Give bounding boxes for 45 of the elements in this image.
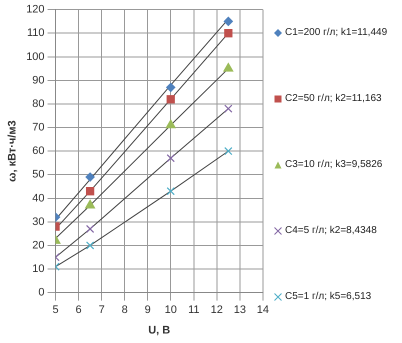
point (166, 187, 175, 196)
y-tick-label: 60 (32, 145, 45, 158)
point (224, 29, 232, 38)
y-tick-label: 10 (32, 263, 45, 276)
point (86, 241, 94, 250)
x-tick-label: 13 (234, 304, 246, 316)
y-tick-label: 90 (32, 74, 45, 86)
x-tick-label: 8 (122, 304, 128, 316)
x-tick-label: 11 (188, 304, 200, 316)
legend-label: C5=1 г/л; k5=6,513 (285, 291, 372, 302)
point (224, 104, 232, 113)
x-tick-label: 5 (52, 304, 59, 316)
x-tick-label: 10 (164, 304, 177, 316)
point (224, 146, 232, 156)
x-tick-label: 6 (76, 304, 82, 316)
x-tick-label: 9 (144, 304, 151, 316)
y-tick-label: 110 (27, 27, 45, 40)
legend-label: C1=200 г/л; k1=11,449 (285, 27, 388, 38)
point (166, 154, 175, 162)
point (166, 120, 176, 128)
point (85, 200, 96, 208)
y-tick-label: 100 (26, 50, 45, 63)
y-axis-title: ω, кВт·ч/м3 (6, 120, 19, 182)
point (166, 95, 175, 104)
point (166, 82, 176, 92)
legend-label: C4=5 г/л; k2=8,4348 (285, 225, 377, 236)
point (223, 62, 234, 72)
y-tick-label: 40 (32, 192, 45, 204)
y-tick-label: 20 (32, 239, 45, 252)
y-tick-label: 30 (32, 216, 45, 228)
point (86, 172, 95, 182)
y-tick-label: 70 (32, 122, 45, 134)
point (86, 224, 94, 234)
point (86, 187, 94, 196)
legend-label: C3=10 г/л; k3=9,5826 (285, 159, 382, 170)
x-axis-title: U, В (148, 324, 170, 336)
y-tick-label: 50 (32, 168, 45, 181)
x-tick-label: 14 (256, 304, 270, 316)
y-tick-label: 120 (26, 4, 45, 16)
x-tick-label: 12 (210, 304, 223, 316)
y-tick-label: 0 (38, 286, 45, 299)
point (224, 16, 233, 26)
y-tick-label: 80 (32, 98, 45, 110)
x-tick-label: 7 (98, 304, 105, 316)
legend-label: C2=50 г/л; k2=11,163 (285, 93, 382, 104)
